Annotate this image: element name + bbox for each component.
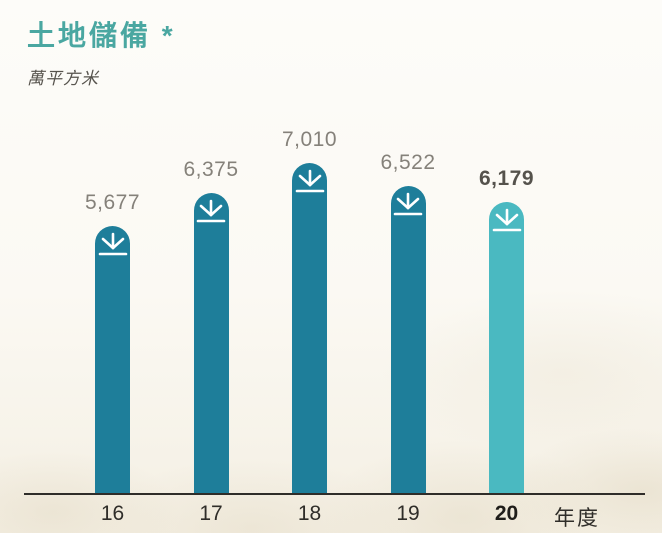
bar-value-label: 5,677 (84, 190, 141, 214)
arrow-landing-icon (393, 192, 423, 216)
bar-value-label: 7,010 (281, 128, 338, 152)
arrow-landing-icon (98, 232, 127, 255)
arrow-landing-icon (492, 208, 521, 232)
arrow-landing-icon (196, 199, 226, 223)
bar-year-18 (292, 163, 327, 494)
bar-value-label-highlight: 6,179 (478, 167, 535, 191)
arrow-landing-icon (295, 169, 324, 193)
x-tick-19: 19 (396, 502, 420, 525)
x-tick-20: 20 (494, 502, 519, 525)
x-tick-17: 17 (199, 502, 223, 525)
bar-year-20-highlight (489, 202, 524, 494)
x-tick-18: 18 (297, 502, 322, 525)
bar-year-19 (390, 185, 426, 494)
x-axis-suffix-label: 年度 (554, 507, 600, 530)
unit-label: 萬平方米 (27, 69, 99, 88)
x-axis-line (24, 492, 645, 495)
bar-value-label: 6,522 (380, 150, 436, 174)
x-tick-16: 16 (100, 502, 125, 525)
bar-year-17 (193, 192, 229, 494)
bar-value-label: 6,375 (183, 157, 239, 181)
bar-year-16 (95, 225, 130, 494)
page-title: 土地儲備 * (27, 20, 176, 51)
